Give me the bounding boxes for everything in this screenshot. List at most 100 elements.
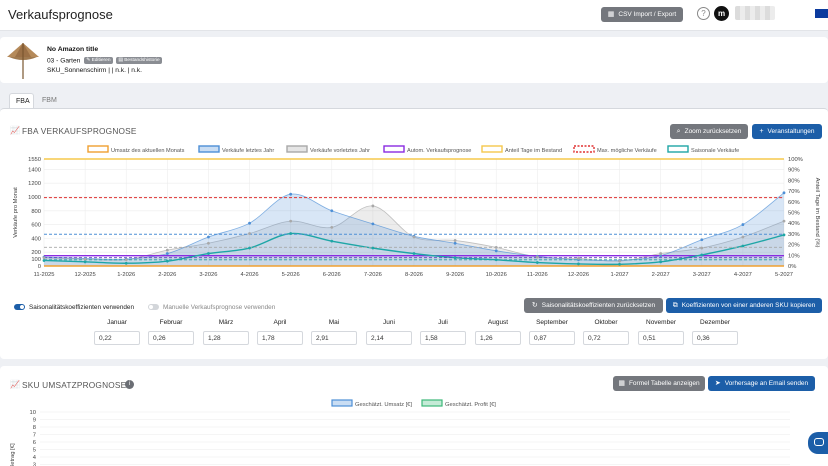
info-icon[interactable]: i: [125, 380, 134, 389]
month-label-dec: Dezember: [700, 319, 730, 326]
zoom-icon: ⌕: [676, 128, 681, 135]
y-tick-label: 7: [33, 433, 36, 439]
y-axis-title: Verkäufe pro Monat: [13, 187, 19, 238]
formula-table-label: Formel Tabelle anzeigen: [628, 380, 700, 387]
help-icon[interactable]: ?: [697, 7, 710, 20]
x-tick-label: 11-2026: [527, 272, 548, 278]
language-flag-icon[interactable]: [815, 9, 828, 18]
coefficient-input-jun[interactable]: 2,14: [366, 331, 412, 345]
fba-forecast-card: 📈 FBA VERKAUFSPROGNOSE ⌕ Zoom zurücksetz…: [0, 108, 828, 359]
legend-label: Verkäufe letztes Jahr: [222, 148, 274, 154]
month-label-sep: September: [536, 319, 568, 326]
data-point: [535, 261, 539, 264]
copy-coefficients-button[interactable]: ⧉ Koeffizienten von einer anderen SKU ko…: [666, 298, 822, 313]
edit-tag[interactable]: ✎ Editieren: [84, 57, 113, 64]
y-tick-label: 1200: [28, 181, 41, 187]
user-avatar-blurred[interactable]: [735, 6, 775, 20]
y-tick-label: 1000: [28, 195, 41, 201]
month-label-jul: Juli: [438, 319, 448, 326]
legend-label: Verkäufe vorletztes Jahr: [310, 148, 370, 154]
data-point: [207, 252, 210, 255]
chat-widget-button[interactable]: [808, 432, 828, 454]
y2-tick-label: 10%: [788, 253, 800, 259]
data-point: [289, 232, 293, 235]
events-button[interactable]: + Veranstaltungen: [752, 124, 822, 139]
data-point: [83, 260, 87, 264]
seasonal-toggle[interactable]: [14, 304, 25, 310]
data-point: [700, 238, 704, 242]
coefficient-input-jul[interactable]: 1,58: [420, 331, 466, 345]
y2-tick-label: 100%: [788, 157, 803, 163]
history-tag-label: Bestandshistorie: [124, 58, 160, 63]
send-email-button[interactable]: ➤ Vorhersage an Email senden: [708, 376, 815, 391]
data-point: [618, 262, 621, 266]
coefficient-input-mar[interactable]: 1,28: [203, 331, 249, 345]
legend-swatch: [667, 145, 689, 153]
x-tick-label: 3-2027: [693, 272, 711, 278]
x-tick-label: 1-2026: [117, 272, 135, 278]
data-point: [330, 209, 334, 213]
coefficient-input-aug[interactable]: 1,26: [475, 331, 521, 345]
legend-swatch: [198, 145, 220, 153]
zoom-reset-label: Zoom zurücksetzen: [684, 128, 742, 135]
tab-fbm[interactable]: FBM: [38, 93, 62, 108]
y-tick-label: 400: [31, 236, 41, 242]
y-tick-label: 1400: [28, 167, 41, 173]
product-card: No Amazon title 03 - Garten ✎ Editieren …: [0, 37, 828, 83]
month-label-jun: Juni: [383, 319, 395, 326]
product-image: [7, 43, 39, 79]
product-title: No Amazon title: [47, 46, 99, 53]
y-axis-title: Betrag [€]: [10, 443, 16, 466]
y-tick-label: 5: [33, 448, 36, 454]
csv-import-export-button[interactable]: ▦ CSV Import / Export: [601, 7, 683, 22]
y-tick-label: 8: [33, 425, 36, 431]
data-point: [165, 252, 169, 255]
coefficient-input-feb[interactable]: 0,26: [148, 331, 194, 345]
coefficient-input-dec[interactable]: 0,36: [692, 331, 738, 345]
reset-coefficients-button[interactable]: ↻ Saisonalitätskoeffizienten zurücksetze…: [524, 298, 663, 313]
data-point: [535, 255, 539, 259]
data-point: [371, 246, 375, 250]
manual-forecast-toggle-label: Manuelle Verkaufsprognose verwenden: [163, 304, 276, 311]
coefficient-input-may[interactable]: 2,91: [311, 331, 357, 345]
legend-label: Saisonale Verkäufe: [691, 148, 739, 154]
y-tick-label: 600: [31, 223, 41, 229]
history-tag[interactable]: ▤ Bestandshistorie: [116, 57, 162, 64]
data-point: [165, 259, 169, 263]
x-tick-label: 10-2026: [486, 272, 507, 278]
coefficient-input-sep[interactable]: 0,87: [529, 331, 575, 345]
copy-coefficients-label: Koeffizienten von einer anderen SKU kopi…: [681, 302, 816, 309]
data-point: [659, 252, 663, 255]
x-tick-label: 1-2027: [611, 272, 629, 278]
legend-swatch: [331, 399, 353, 407]
tab-fbm-label: FBM: [42, 97, 57, 104]
formula-table-button[interactable]: ▦ Formel Tabelle anzeigen: [613, 376, 705, 391]
data-point: [124, 261, 128, 265]
coefficient-input-oct[interactable]: 0,72: [583, 331, 629, 345]
table-icon: ▦: [618, 380, 625, 387]
x-tick-label: 3-2026: [199, 272, 217, 278]
table-icon: ▦: [607, 11, 615, 18]
sku-revenue-chart: Geschätzt. Umsatz [€] Geschätzt. Profit […: [10, 399, 790, 466]
legend-label: Geschätzt. Profit [€]: [445, 402, 496, 408]
data-point: [577, 262, 580, 266]
data-point: [412, 235, 416, 239]
data-point: [289, 192, 293, 196]
tab-fba[interactable]: FBA: [9, 93, 34, 108]
data-point: [289, 219, 293, 223]
data-point: [371, 204, 375, 208]
data-point: [659, 260, 663, 264]
y-tick-label: 6: [33, 440, 36, 446]
coefficient-input-jan[interactable]: 0,22: [94, 331, 140, 345]
y-tick-label: 800: [31, 209, 41, 215]
x-tick-label: 6-2026: [323, 272, 341, 278]
data-point: [248, 232, 251, 235]
data-point: [165, 248, 169, 252]
manual-forecast-toggle[interactable]: [148, 304, 159, 310]
zoom-reset-button[interactable]: ⌕ Zoom zurücksetzen: [670, 124, 748, 139]
coefficient-input-nov[interactable]: 0,51: [638, 331, 684, 345]
coefficient-input-apr[interactable]: 1,78: [257, 331, 303, 345]
x-tick-label: 12-2025: [74, 272, 95, 278]
legend-swatch: [286, 145, 308, 153]
legend-swatch: [87, 145, 109, 153]
